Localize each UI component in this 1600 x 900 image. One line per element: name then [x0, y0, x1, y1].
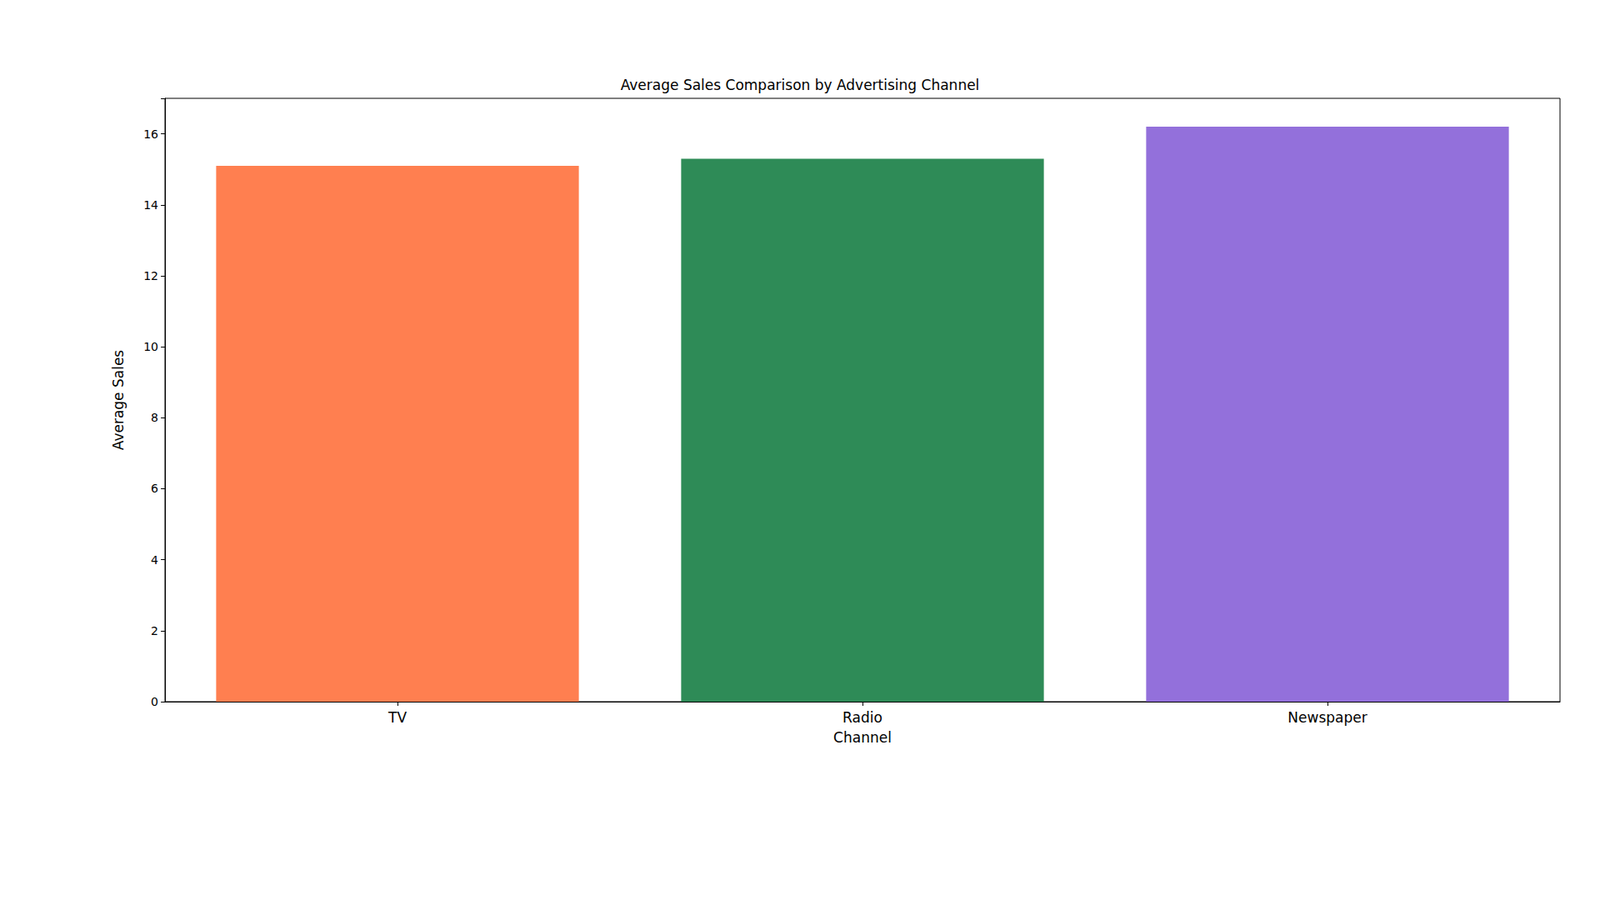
svg-text:Newspaper: Newspaper: [1287, 709, 1367, 726]
svg-text:16: 16: [143, 127, 159, 141]
svg-text:Radio: Radio: [842, 709, 883, 726]
svg-text:8: 8: [150, 410, 159, 425]
svg-text:14: 14: [143, 198, 159, 212]
svg-text:12: 12: [143, 269, 159, 283]
svg-text:2: 2: [150, 624, 159, 638]
svg-text:TV: TV: [387, 709, 407, 726]
svg-text:Channel: Channel: [833, 729, 892, 746]
svg-text:10: 10: [143, 340, 159, 354]
svg-text:Average Sales Comparison by Ad: Average Sales Comparison by Advertising …: [620, 76, 980, 94]
svg-text:6: 6: [150, 481, 159, 495]
svg-text:4: 4: [150, 553, 159, 567]
svg-text:Average Sales: Average Sales: [110, 350, 127, 451]
svg-text:0: 0: [150, 695, 159, 709]
